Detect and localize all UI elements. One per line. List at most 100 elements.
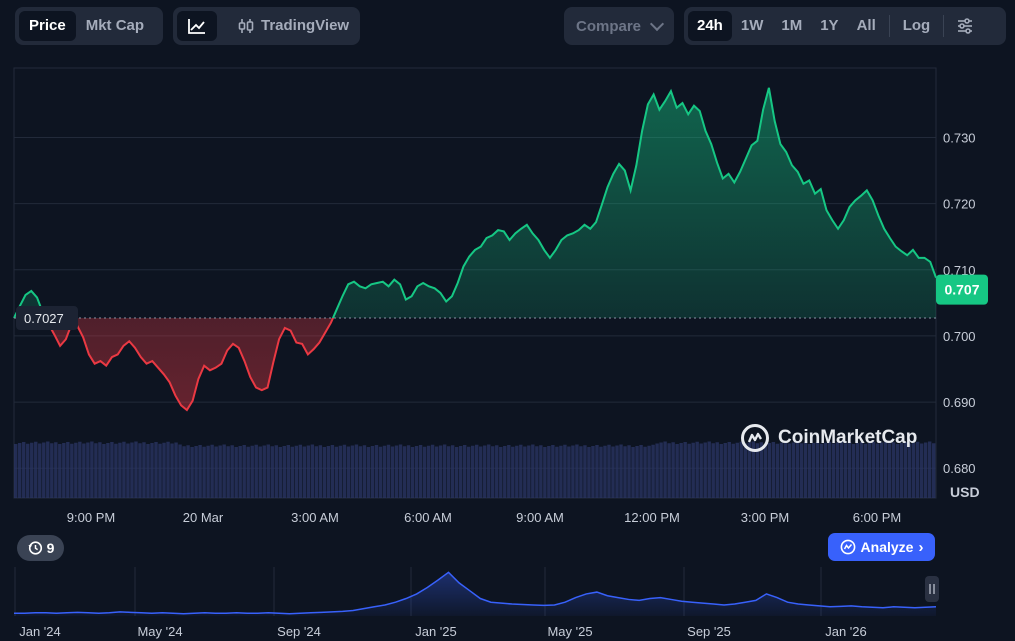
- volume-bar: [314, 446, 319, 498]
- compare-label: Compare: [576, 17, 642, 35]
- volume-bar: [699, 443, 703, 498]
- volume-bar: [146, 444, 150, 498]
- tradingview-label: TradingView: [261, 17, 350, 34]
- volume-bar: [126, 443, 130, 498]
- volume-bar: [607, 444, 611, 498]
- brush-line: [14, 571, 937, 615]
- range-brush[interactable]: Jan '24 May '24 Sep '24 Jan '25 May '25 Sep '…: [14, 567, 939, 639]
- volume-bar: [571, 445, 575, 498]
- baseline-tag: [16, 306, 78, 331]
- history-badge[interactable]: 9: [17, 535, 64, 561]
- volume-bar: [711, 443, 715, 498]
- range-1y-tab[interactable]: 1Y: [820, 17, 839, 34]
- volume-bar: [18, 443, 22, 498]
- volume-bar: [318, 445, 323, 498]
- volume-bar: [326, 446, 331, 498]
- current-price-label: 0.707: [944, 282, 979, 298]
- volume-bar: [198, 445, 202, 498]
- volume-bar: [78, 441, 82, 498]
- volume-bar: [226, 446, 230, 498]
- volume-bar: [414, 446, 419, 498]
- volume-bar: [370, 446, 375, 498]
- mkt-cap-tab[interactable]: Mkt Cap: [85, 17, 145, 34]
- volume-bar: [262, 445, 266, 498]
- volume-bar: [66, 442, 70, 498]
- volume-bar: [691, 442, 695, 498]
- volume-bar: [274, 445, 278, 498]
- volume-bar: [98, 442, 102, 498]
- volume-bar: [54, 442, 58, 498]
- analyze-button[interactable]: Analyze ›: [828, 533, 935, 561]
- x-tick-label: 3:00 AM: [291, 510, 339, 525]
- volume-bar: [591, 446, 595, 498]
- line-chart-button[interactable]: [177, 11, 217, 41]
- volume-bar: [543, 447, 547, 498]
- volume-bar: [42, 442, 46, 498]
- volume-bar: [491, 446, 495, 498]
- chart-type-toggle: TradingView: [173, 7, 360, 45]
- volume-bar: [695, 441, 699, 498]
- volume-bar: [587, 447, 591, 498]
- x-axis: 9:00 PM 20 Mar 3:00 AM 6:00 AM 9:00 AM 12:00 …: [67, 510, 901, 525]
- range-all-tab[interactable]: All: [856, 17, 876, 34]
- volume-bar: [118, 442, 122, 498]
- history-count: 9: [46, 540, 55, 556]
- price-tab[interactable]: Price: [19, 11, 76, 41]
- range-1m-tab[interactable]: 1M: [781, 17, 803, 34]
- tradingview-button[interactable]: TradingView: [227, 11, 359, 41]
- candlestick-icon: [238, 19, 254, 33]
- chevron-down-icon: [649, 16, 665, 31]
- time-range-toggle: 24h 1W 1M 1Y All Log: [684, 7, 1006, 45]
- volume-bar: [94, 443, 98, 498]
- volume-bar: [142, 442, 146, 498]
- grid-lines: [14, 136, 936, 469]
- volume-bar: [410, 447, 415, 498]
- volume-bar: [134, 441, 138, 498]
- volume-bar: [178, 444, 182, 498]
- history-icon: [28, 541, 42, 555]
- volume-bar: [22, 442, 26, 498]
- volume-bar: [635, 446, 639, 498]
- x-tick-label: 6:00 AM: [404, 510, 452, 525]
- volume-bar: [298, 444, 303, 498]
- volume-bar: [466, 446, 471, 498]
- x-tick-label: 12:00 PM: [624, 510, 680, 525]
- volume-bar: [426, 445, 431, 498]
- volume-bar: [507, 445, 511, 498]
- range-24h-tab[interactable]: 24h: [688, 11, 732, 41]
- volume-bar: [282, 446, 286, 498]
- volume-bar: [527, 445, 531, 498]
- volume-bar: [687, 443, 691, 498]
- price-line-up: [13, 87, 937, 319]
- volume-bar: [919, 443, 924, 498]
- compare-dropdown[interactable]: Compare: [564, 7, 674, 45]
- log-scale-button[interactable]: Log: [902, 17, 931, 34]
- volume-bar: [523, 446, 527, 498]
- brush-x-label: May '24: [137, 624, 182, 639]
- volume-bar: [575, 444, 579, 498]
- x-tick-label: 9:00 PM: [67, 510, 115, 525]
- volume-bar: [434, 446, 439, 498]
- volume-bar: [719, 444, 723, 498]
- volume-bar: [567, 446, 571, 498]
- coinmarketcap-logo-icon: [741, 424, 769, 452]
- price-area-up: [14, 87, 936, 319]
- volume-bar: [222, 444, 226, 498]
- chart-settings-button[interactable]: [948, 11, 982, 41]
- brush-x-label: Sep '25: [687, 624, 731, 639]
- volume-bar: [30, 442, 34, 498]
- range-1w-tab[interactable]: 1W: [740, 17, 764, 34]
- volume-bar: [238, 446, 242, 498]
- volume-bar: [86, 442, 90, 498]
- y-tick-label: 0.680: [943, 461, 976, 476]
- volume-bar: [503, 446, 507, 498]
- volume-bar: [723, 443, 727, 498]
- volume-bar: [442, 444, 447, 498]
- volume-bar: [74, 442, 78, 498]
- volume-bar: [438, 445, 443, 498]
- volume-bar: [663, 441, 667, 498]
- volume-bar: [470, 445, 475, 498]
- y-axis: 0.680 0.690 0.700 0.710 0.720 0.730: [943, 130, 976, 476]
- brush-handle[interactable]: [925, 576, 939, 602]
- volume-bar: [130, 442, 134, 498]
